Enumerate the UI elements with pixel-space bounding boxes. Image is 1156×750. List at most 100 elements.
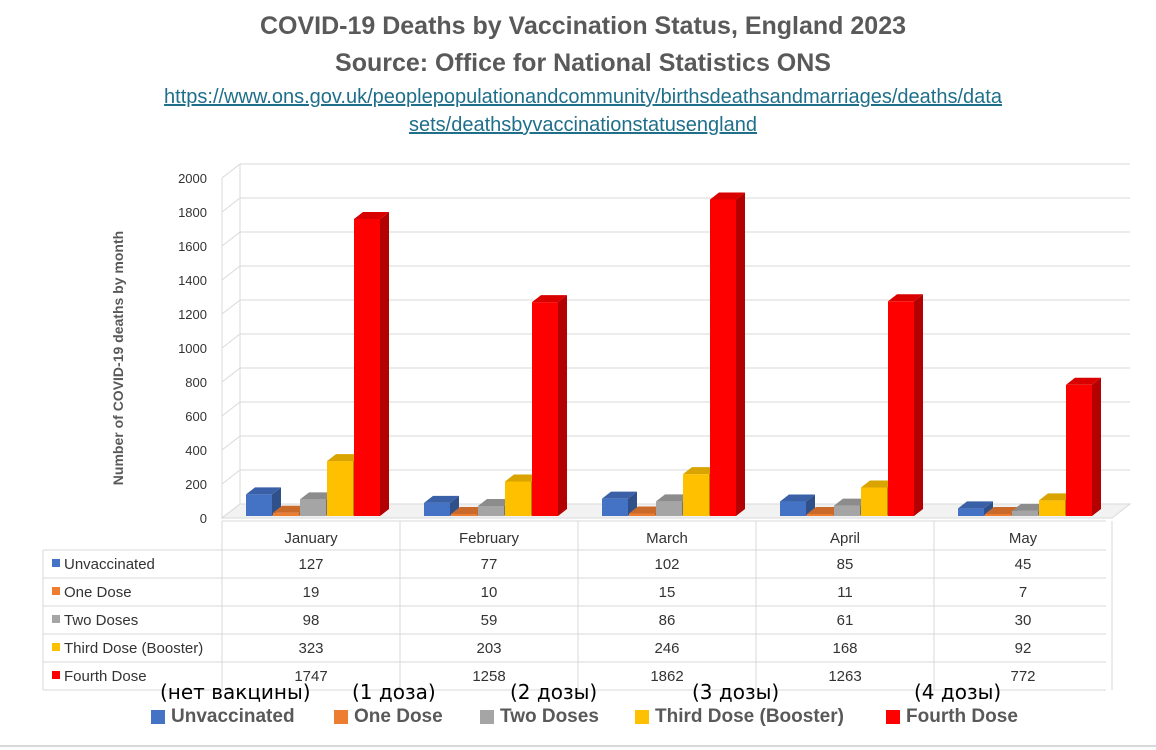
y-tick-label: 1200 bbox=[178, 307, 207, 322]
bar-fourth-dose-april bbox=[888, 301, 914, 516]
chart-subtitle: Source: Office for National Statistics O… bbox=[335, 49, 831, 77]
table-cell-two-doses-january: 98 bbox=[303, 612, 320, 629]
bar-fourth-dose-may-side bbox=[1092, 377, 1101, 516]
y-tick-label: 1400 bbox=[178, 273, 207, 288]
table-key-one-dose bbox=[52, 587, 60, 595]
bar-fourth-dose-february bbox=[532, 302, 558, 516]
gridline-depth bbox=[221, 163, 241, 179]
bar-third-dose-booster-april-top bbox=[861, 480, 896, 488]
table-cell-fourth-dose-february: 1258 bbox=[472, 668, 505, 685]
bar-third-dose-booster-march bbox=[683, 474, 709, 516]
bar-one-dose-january bbox=[273, 512, 299, 516]
table-cell-fourth-dose-april: 1263 bbox=[828, 668, 861, 685]
y-tick-label: 1000 bbox=[178, 341, 207, 356]
bar-one-dose-february bbox=[451, 514, 477, 516]
bar-fourth-dose-march-top bbox=[710, 192, 745, 200]
bar-two-doses-february-top bbox=[478, 498, 513, 506]
gridline-depth bbox=[221, 231, 241, 247]
table-cell-two-doses-april: 61 bbox=[837, 612, 854, 629]
table-row-label-third-dose-booster: Third Dose (Booster) bbox=[64, 640, 203, 657]
table-cell-fourth-dose-january: 1747 bbox=[294, 668, 327, 685]
chart-legend: Unvaccinated One Dose Two Doses Third Do… bbox=[0, 706, 1156, 732]
bar-one-dose-may bbox=[985, 514, 1011, 516]
legend-label-one-dose: One Dose bbox=[354, 706, 443, 727]
bar-fourth-dose-january-top bbox=[354, 212, 389, 220]
bar-unvaccinated-february bbox=[424, 502, 450, 516]
legend-label-third-dose: Third Dose (Booster) bbox=[655, 706, 844, 727]
bar-unvaccinated-january bbox=[246, 494, 272, 516]
table-cell-one-dose-may: 7 bbox=[1019, 584, 1027, 601]
bar-fourth-dose-march bbox=[710, 199, 736, 516]
russian-label-unvaccinated: (нет вакцины) bbox=[160, 680, 311, 704]
x-category-label-april: April bbox=[830, 530, 860, 547]
table-cell-one-dose-april: 11 bbox=[837, 584, 853, 601]
table-cell-two-doses-may: 30 bbox=[1015, 612, 1032, 629]
source-link-line-2[interactable]: sets/deathsbyvaccinationstatusengland bbox=[408, 114, 757, 136]
table-cell-fourth-dose-march: 1862 bbox=[650, 668, 683, 685]
legend-label-two-doses: Two Doses bbox=[500, 706, 599, 727]
bar-unvaccinated-march bbox=[602, 498, 628, 516]
bar-fourth-dose-may bbox=[1066, 384, 1092, 516]
chart-title: COVID-19 Deaths by Vaccination Status, E… bbox=[259, 12, 907, 40]
bar-third-dose-booster-march-top bbox=[683, 467, 718, 475]
source-link-line-1[interactable]: https://www.ons.gov.uk/peoplepopulationa… bbox=[164, 86, 1002, 108]
bar-unvaccinated-may-side bbox=[984, 501, 993, 516]
table-cell-third-dose-booster-april: 168 bbox=[832, 640, 857, 657]
bar-unvaccinated-february-side bbox=[450, 495, 459, 516]
bar-fourth-dose-april-top bbox=[888, 294, 923, 302]
bar-two-doses-january-top bbox=[300, 492, 335, 500]
legend-swatch-one-dose bbox=[334, 710, 348, 724]
table-cell-unvaccinated-february: 77 bbox=[481, 556, 498, 573]
chart-plot-area: 0 200 400 600 800 1000 1200 1400 1600 1800 2000 Jan… bbox=[42, 163, 1132, 691]
bar-unvaccinated-february-top bbox=[424, 495, 459, 503]
bar-third-dose-booster-january-top bbox=[327, 454, 362, 462]
bar-third-dose-booster-february-top bbox=[505, 474, 540, 482]
bar-two-doses-january bbox=[300, 499, 326, 516]
gridline-depth bbox=[221, 299, 241, 315]
y-tick-label: 1600 bbox=[178, 239, 207, 254]
table-key-third-dose-booster bbox=[52, 643, 60, 651]
table-cell-two-doses-february: 59 bbox=[481, 612, 498, 629]
table-cell-one-dose-january: 19 bbox=[303, 584, 320, 601]
gridline-depth bbox=[221, 469, 241, 485]
legend-label-fourth-dose: Fourth Dose bbox=[906, 706, 1018, 727]
bar-third-dose-booster-may bbox=[1039, 500, 1065, 516]
table-cell-one-dose-march: 15 bbox=[659, 584, 676, 601]
table-cell-third-dose-booster-january: 323 bbox=[298, 640, 323, 657]
bar-fourth-dose-february-side bbox=[558, 295, 567, 516]
table-cell-third-dose-booster-march: 246 bbox=[654, 640, 679, 657]
bar-unvaccinated-may bbox=[958, 508, 984, 516]
x-category-label-may: May bbox=[1009, 530, 1038, 547]
legend-item-unvaccinated: Unvaccinated bbox=[151, 706, 295, 728]
y-tick-label: 2000 bbox=[178, 171, 207, 186]
bar-fourth-dose-january bbox=[354, 219, 380, 516]
bar-one-dose-march bbox=[629, 513, 655, 516]
bar-two-doses-february bbox=[478, 505, 504, 516]
legend-label-unvaccinated: Unvaccinated bbox=[171, 706, 295, 727]
bar-one-dose-february-top bbox=[451, 507, 486, 514]
y-tick-label: 0 bbox=[200, 511, 207, 526]
gridline-depth bbox=[221, 265, 241, 281]
bar-third-dose-booster-april bbox=[861, 487, 887, 516]
bar-one-dose-april-top bbox=[807, 507, 842, 514]
bar-fourth-dose-may-top bbox=[1066, 377, 1101, 385]
bar-third-dose-booster-may-top bbox=[1039, 493, 1074, 501]
table-key-fourth-dose bbox=[52, 671, 60, 679]
table-row-label-two-doses: Two Doses bbox=[64, 612, 138, 629]
bar-one-dose-march-top bbox=[629, 506, 664, 514]
legend-item-two-doses: Two Doses bbox=[480, 706, 599, 728]
gridline-depth bbox=[221, 401, 241, 417]
russian-label-two-doses: (2 дозы) bbox=[510, 680, 598, 704]
russian-label-four-doses: (4 дозы) bbox=[914, 680, 1002, 704]
bar-one-dose-may-top bbox=[985, 507, 1020, 514]
bar-two-doses-may bbox=[1012, 510, 1038, 516]
table-cell-two-doses-march: 86 bbox=[659, 612, 676, 629]
bar-unvaccinated-may-top bbox=[958, 501, 993, 509]
bar-unvaccinated-april bbox=[780, 501, 806, 516]
table-cell-fourth-dose-may: 772 bbox=[1010, 668, 1035, 685]
gridline-depth bbox=[221, 333, 241, 349]
legend-item-third-dose: Third Dose (Booster) bbox=[635, 706, 844, 728]
bar-unvaccinated-april-top bbox=[780, 494, 815, 502]
legend-swatch-two-doses bbox=[480, 710, 494, 724]
table-row-label-one-dose: One Dose bbox=[64, 584, 132, 601]
